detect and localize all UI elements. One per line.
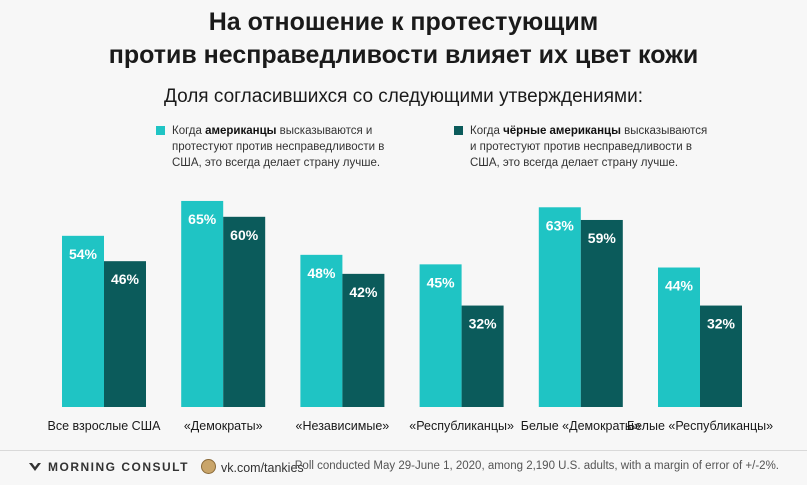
data-label-3-series-0: 45% [427,274,456,290]
vk-avatar-icon [201,459,216,474]
bar-4-series-1 [580,219,623,407]
category-label-1: «Демократы» [184,419,263,433]
morning-consult-logo-icon [29,463,41,471]
bar-2-series-1 [342,273,385,407]
category-label-0: Все взрослые США [48,419,162,433]
legend-text-black-americans: Когда чёрные американцы высказываются и … [454,123,714,171]
bar-2-series-0 [300,254,343,407]
bar-0-series-1 [104,261,146,407]
bar-1-series-1 [223,216,266,407]
legend-pre: Когда [470,125,504,137]
bar-5-series-1 [700,305,742,407]
footer: MORNING CONSULT vk.com/tankies Poll cond… [0,450,807,485]
chart-title-line-1: На отношение к протестующим [208,8,599,36]
legend-bold: чёрные американцы [503,125,621,137]
data-label-5-series-0: 44% [665,278,694,294]
bar-chart: 54% 46% Все взрослые США 65% 60% «Демократы» 4… [48,200,773,433]
legend-item-black-americans: Когда чёрные американцы высказываются и … [454,123,714,171]
bar-1-series-0 [181,200,224,407]
bar-3-series-0 [419,264,462,407]
legend-post: высказываются и протестуют против неспра… [172,125,385,169]
chart-title: На отношение к протестующим против неспр… [0,6,807,72]
data-label-0-series-0: 54% [69,246,98,262]
data-label-1-series-1: 60% [230,227,259,243]
chart-subtitle: Доля согласившихся со следующими утвержд… [163,86,643,107]
legend-post: высказываются и протестуют против неспра… [470,125,708,169]
chart-title-line-2: против несправедливости влияет их цвет к… [108,41,699,69]
data-label-1-series-0: 65% [188,211,217,227]
bar-0-series-0 [62,235,104,407]
vk-link-text: vk.com/tankies [221,461,304,475]
legend-item-americans: Когда американцы высказываются и протест… [156,123,416,171]
data-label-5-series-1: 32% [707,316,736,332]
legend-text-americans: Когда американцы высказываются и протест… [156,123,416,171]
legend-swatch-americans [156,126,165,135]
legend-bold: американцы [205,125,277,137]
category-label-2: «Независимые» [296,419,390,433]
legend-swatch-black-americans [454,126,463,135]
bar-4-series-0 [538,207,581,407]
data-label-2-series-0: 48% [307,265,336,281]
bar-3-series-1 [461,305,504,407]
category-label-3: «Республиканцы» [409,419,514,433]
data-label-0-series-1: 46% [111,271,140,287]
data-label-3-series-1: 32% [469,316,498,332]
vk-link[interactable]: vk.com/tankies [201,459,304,475]
legend-pre: Когда [172,125,206,137]
category-label-5: Белые «Республиканцы» [627,419,773,433]
bar-5-series-0 [658,267,700,407]
data-label-4-series-1: 59% [588,230,617,246]
brand: MORNING CONSULT [28,460,189,474]
data-label-4-series-0: 63% [546,217,575,233]
data-label-2-series-1: 42% [349,284,378,300]
brand-name: MORNING CONSULT [48,460,189,474]
category-label-4: Белые «Демократы» [521,419,641,433]
poll-note: Poll conducted May 29-June 1, 2020, amon… [294,460,779,472]
